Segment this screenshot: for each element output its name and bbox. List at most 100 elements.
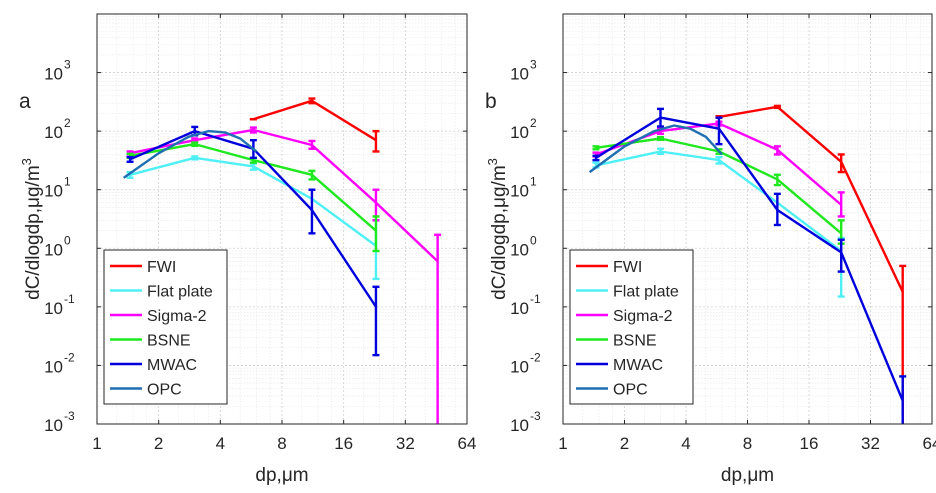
y-tick-label: 10 <box>44 65 63 84</box>
error-bar-fwi <box>372 129 380 153</box>
legend-label-opc: OPC <box>147 382 182 399</box>
error-bar-mwac <box>372 285 380 357</box>
legend-label-flat-plate: Flat plate <box>147 284 213 301</box>
y-tick-label-exponent: 2 <box>530 116 537 130</box>
panel-label: b <box>485 90 497 113</box>
y-tick-label-exponent: 0 <box>530 233 537 247</box>
error-bar-fwi <box>837 153 845 174</box>
y-tick-label: 10 <box>510 65 529 84</box>
y-axis-label-superscript: 3 <box>485 158 500 165</box>
ticks <box>562 14 933 425</box>
legend-label-bsne: BSNE <box>613 333 657 350</box>
error-bar-mwac <box>308 188 316 235</box>
legend-label-fwi: FWI <box>147 259 176 276</box>
error-bar-flat-plate <box>656 147 664 156</box>
x-tick-label: 4 <box>681 434 690 453</box>
legend-label-fwi: FWI <box>613 259 642 276</box>
error-bar-bsne <box>372 215 380 253</box>
legend-label-sigma-2: Sigma-2 <box>147 308 207 325</box>
legend-label-opc: OPC <box>613 382 648 399</box>
error-bar-bsne <box>308 169 316 181</box>
error-bar-bsne <box>656 135 664 142</box>
series-group <box>123 97 442 424</box>
y-tick-label: 10 <box>510 240 529 259</box>
x-tick-label: 1 <box>92 434 101 453</box>
y-tick-label-exponent: 1 <box>530 175 537 189</box>
ticks <box>96 14 468 425</box>
y-tick-label: 10 <box>510 123 529 142</box>
y-axis-label-superscript: 3 <box>19 158 34 165</box>
error-bar-mwac <box>773 192 781 227</box>
error-bar-fwi <box>773 104 781 110</box>
legend-label-flat-plate: Flat plate <box>613 284 679 301</box>
y-axis-label: dC/dlogdp,μg/m3 <box>485 158 510 300</box>
x-tick-label: 1 <box>558 434 567 453</box>
error-bar-bsne <box>592 145 600 151</box>
y-tick-label-exponent: 1 <box>64 175 71 189</box>
error-bar-flat-plate <box>715 155 723 165</box>
x-tick-label: 16 <box>334 434 353 453</box>
y-tick-label-exponent: -3 <box>64 409 75 423</box>
legend-label-bsne: BSNE <box>147 333 191 350</box>
x-tick-label: 2 <box>620 434 629 453</box>
error-bar-flat-plate <box>191 155 199 161</box>
x-tick-label: 32 <box>861 434 880 453</box>
error-bar-sigma-2 <box>773 145 781 156</box>
y-tick-label: 10 <box>44 357 63 376</box>
series-line-fwi <box>718 105 904 293</box>
x-axis-label: dp,μm <box>255 465 308 486</box>
error-bar-mwac <box>126 155 134 163</box>
y-tick-label-exponent: 3 <box>64 58 71 72</box>
legend-box <box>103 249 228 405</box>
y-tick-label: 10 <box>44 182 63 201</box>
y-tick-label-exponent: -1 <box>64 292 75 306</box>
y-tick-label: 10 <box>44 240 63 259</box>
error-bar-bsne <box>191 141 199 148</box>
series-line-opc <box>588 124 723 174</box>
error-bar-bsne <box>773 173 781 187</box>
x-tick-label: 64 <box>923 434 936 453</box>
error-bar-mwac <box>899 375 907 424</box>
y-tick-label: 10 <box>510 416 529 435</box>
error-bar-fwi <box>308 97 316 105</box>
y-tick-label: 10 <box>44 123 63 142</box>
series-group <box>588 104 907 424</box>
series-line-mwac <box>595 116 904 402</box>
error-bar-mwac <box>837 238 845 273</box>
panel-label: a <box>19 90 31 113</box>
error-bar-sigma-2 <box>837 191 845 218</box>
y-tick-label: 10 <box>510 299 529 318</box>
error-bar-mwac <box>656 107 664 128</box>
error-bar-sigma-2 <box>308 139 316 150</box>
y-tick-label-exponent: 0 <box>64 233 71 247</box>
legend-label-mwac: MWAC <box>147 357 197 374</box>
x-tick-label: 16 <box>800 434 819 453</box>
legend: FWI Flat plate Sigma-2 BSNE MWAC OPC <box>569 249 694 405</box>
error-bar-sigma-2 <box>434 233 442 424</box>
y-tick-label-exponent: -3 <box>530 409 541 423</box>
x-axis-label: dp,μm <box>721 465 774 486</box>
y-tick-label: 10 <box>44 416 63 435</box>
error-bar-sigma-2 <box>249 126 257 134</box>
x-tick-label: 8 <box>277 434 286 453</box>
y-tick-label-exponent: 3 <box>530 58 537 72</box>
y-tick-label: 10 <box>510 182 529 201</box>
series-line-opc <box>123 129 258 179</box>
x-tick-label: 32 <box>396 434 415 453</box>
error-bar-mwac <box>592 154 600 162</box>
legend-label-mwac: MWAC <box>613 357 663 374</box>
chart-panel-b: 124816326410-310-210-1100101102103dp,μmd… <box>485 13 936 486</box>
y-tick-label-exponent: 2 <box>64 116 71 130</box>
y-tick-label-exponent: -1 <box>530 292 541 306</box>
y-tick-label-exponent: -2 <box>64 350 75 364</box>
y-tick-label-exponent: -2 <box>530 350 541 364</box>
legend: FWI Flat plate Sigma-2 BSNE MWAC OPC <box>103 249 228 405</box>
x-tick-label: 2 <box>154 434 163 453</box>
series-line-sigma-2 <box>129 128 439 263</box>
y-axis-label: dC/dlogdp,μg/m3 <box>19 158 44 300</box>
legend-box <box>569 249 694 405</box>
y-tick-label: 10 <box>44 299 63 318</box>
error-bar-mwac <box>715 116 723 146</box>
